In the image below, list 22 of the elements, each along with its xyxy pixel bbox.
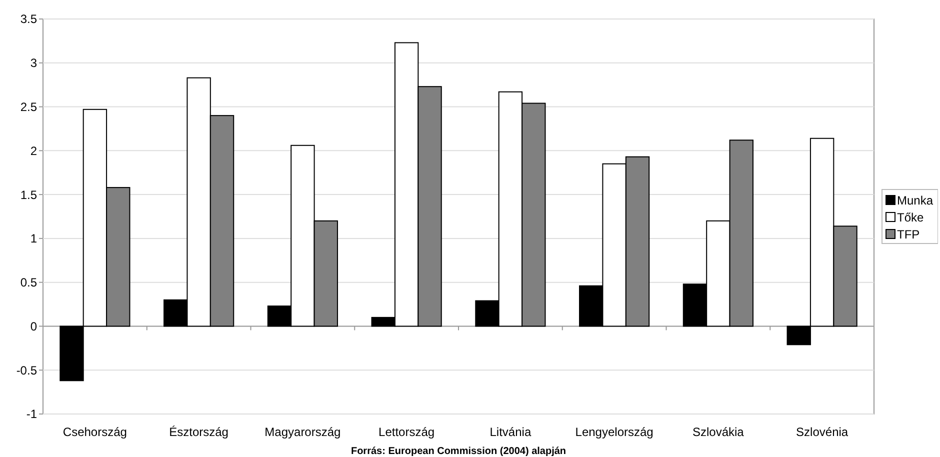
x-tick-label: Szlovákia xyxy=(692,425,744,439)
x-tick-label: Lengyelország xyxy=(575,425,654,439)
y-tick-label: 0.5 xyxy=(20,276,38,290)
x-tick-label: Lettország xyxy=(378,425,435,439)
legend-label: TFP xyxy=(897,228,920,242)
y-tick-label: -0.5 xyxy=(16,363,38,378)
x-tick-label: Csehország xyxy=(62,425,127,439)
y-tick-label: 2 xyxy=(30,144,38,158)
legend-label: Tőke xyxy=(897,210,924,225)
x-tick-label: Magyarország xyxy=(264,425,341,439)
y-tick-label: 1.5 xyxy=(20,188,38,202)
y-tick-label: 2.5 xyxy=(20,100,38,114)
y-tick-label: 3.5 xyxy=(20,12,38,26)
text: Forrás: European Commission (2004) alapján xyxy=(350,446,566,457)
x-tick-label: Litvánia xyxy=(490,425,532,439)
y-tick-label: -1 xyxy=(26,407,38,422)
y-tick-label: 3 xyxy=(30,56,38,70)
y-tick-label: 1 xyxy=(30,232,38,246)
x-tick-label: Szlovénia xyxy=(796,425,848,439)
x-tick-label: Észtország xyxy=(169,425,228,439)
y-tick-label: 0 xyxy=(30,319,38,334)
legend-label: Munka xyxy=(897,194,934,208)
